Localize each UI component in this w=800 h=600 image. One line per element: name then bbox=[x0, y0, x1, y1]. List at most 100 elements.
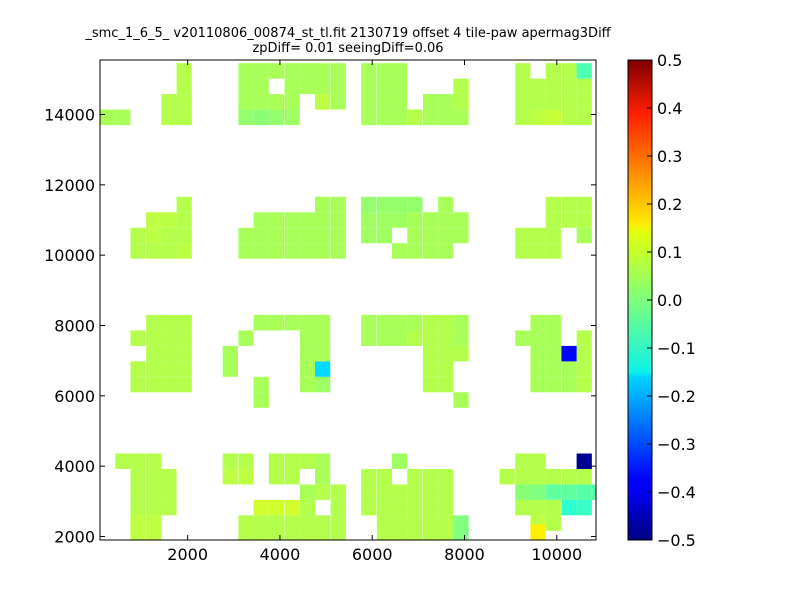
heatmap-cell bbox=[130, 243, 146, 259]
heatmap-cell bbox=[376, 468, 393, 485]
heatmap-cell bbox=[361, 78, 377, 95]
heatmap-cell bbox=[299, 484, 316, 500]
heatmap-cell bbox=[253, 314, 269, 331]
heatmap-cell bbox=[576, 94, 592, 110]
heatmap-cell bbox=[499, 468, 515, 485]
y-tick-label: 6000 bbox=[54, 387, 95, 406]
heatmap-cell bbox=[253, 78, 269, 95]
heatmap-cell bbox=[330, 524, 346, 540]
heatmap-cell bbox=[161, 227, 177, 244]
colorbar-ticks: 0.5 0.4 0.3 0.2 0.1 0.0 −0.1 −0.2 −0.3 −0.4 −0.5 bbox=[647, 51, 696, 550]
heatmap-cell bbox=[315, 63, 331, 79]
heatmap-cell bbox=[422, 468, 439, 485]
heatmap-cell bbox=[515, 227, 531, 244]
heatmap-cell bbox=[299, 212, 316, 228]
heatmap-cell bbox=[530, 94, 546, 110]
heatmap-cell bbox=[392, 63, 408, 79]
heatmap-cell bbox=[561, 468, 577, 485]
colorbar-tick-label: 0.5 bbox=[657, 51, 682, 70]
heatmap-cell bbox=[407, 314, 423, 331]
heatmap-cell bbox=[253, 63, 269, 79]
heatmap-cell bbox=[361, 484, 377, 500]
heatmap-cell bbox=[253, 392, 269, 408]
heatmap-cell bbox=[407, 468, 423, 485]
heatmap-cell bbox=[376, 524, 393, 540]
heatmap-cell bbox=[422, 345, 439, 362]
heatmap-cell bbox=[299, 345, 316, 362]
heatmap-cell bbox=[530, 376, 546, 393]
heatmap-cell bbox=[453, 109, 469, 126]
y-tick-label: 4000 bbox=[54, 457, 95, 476]
heatmap-cell bbox=[268, 63, 285, 79]
heatmap-cell bbox=[253, 524, 269, 540]
heatmap-cell bbox=[392, 524, 408, 540]
heatmap-cell bbox=[530, 109, 546, 126]
heatmap-cell bbox=[222, 453, 238, 469]
heatmap-cell bbox=[392, 243, 408, 259]
heatmap-cell bbox=[146, 499, 162, 516]
plot-frame bbox=[99, 59, 597, 541]
heatmap-cell bbox=[561, 63, 577, 79]
heatmap-cell bbox=[315, 484, 331, 500]
heatmap-cell bbox=[376, 63, 393, 79]
heatmap-cell bbox=[438, 468, 454, 485]
heatmap-cell bbox=[146, 468, 162, 485]
heatmap-cell bbox=[284, 499, 300, 516]
heatmap-cell bbox=[530, 330, 546, 346]
heatmap-cell bbox=[422, 330, 439, 346]
heatmap-cell bbox=[438, 196, 454, 213]
heatmap-cell bbox=[130, 227, 146, 244]
heatmap-cell bbox=[407, 484, 423, 500]
x-tick-label: 2000 bbox=[167, 545, 208, 564]
heatmap-cell bbox=[545, 78, 561, 95]
heatmap-cell bbox=[268, 524, 285, 540]
heatmap-cell bbox=[438, 484, 454, 500]
heatmap-cell bbox=[576, 330, 592, 346]
heatmap-cell bbox=[407, 330, 423, 346]
heatmap-cell bbox=[545, 63, 561, 79]
heatmap-cell bbox=[299, 227, 316, 244]
heatmap-cell bbox=[561, 484, 577, 500]
heatmap-cell bbox=[330, 78, 346, 95]
heatmap-cell bbox=[161, 212, 177, 228]
heatmap-cell bbox=[315, 345, 331, 362]
heatmap-cell bbox=[176, 78, 192, 95]
heatmap-cell bbox=[253, 376, 269, 393]
heatmap-cell bbox=[146, 330, 162, 346]
heatmap-cell bbox=[238, 243, 254, 259]
heatmap-cell bbox=[515, 330, 531, 346]
heatmap-cell bbox=[545, 345, 561, 362]
heatmap-cell bbox=[161, 361, 177, 377]
heatmap-cell bbox=[299, 63, 316, 79]
heatmap-cell bbox=[330, 63, 346, 79]
heatmap-cell bbox=[576, 345, 592, 362]
heatmap-cell bbox=[299, 499, 316, 516]
heatmap-cell bbox=[438, 212, 454, 228]
heatmap-cell bbox=[376, 227, 393, 244]
heatmap-cell bbox=[530, 453, 546, 469]
heatmap-cell bbox=[576, 63, 592, 79]
heatmap-cell bbox=[299, 243, 316, 259]
heatmap-cell bbox=[392, 499, 408, 516]
heatmap-cell bbox=[545, 499, 561, 516]
colorbar-tick-label: 0.4 bbox=[657, 99, 682, 118]
heatmap-cell bbox=[115, 453, 131, 469]
heatmap-cell bbox=[238, 63, 254, 79]
heatmap-cell bbox=[515, 109, 531, 126]
heatmap-cell bbox=[284, 468, 300, 485]
heatmap-cell bbox=[115, 109, 131, 126]
heatmap-cell bbox=[515, 468, 531, 485]
heatmap-cell bbox=[361, 314, 377, 331]
heatmap-cell bbox=[222, 361, 238, 377]
heatmap-cell bbox=[545, 484, 561, 500]
heatmap-cell bbox=[176, 345, 192, 362]
heatmap-cell bbox=[330, 196, 346, 213]
heatmap-cell bbox=[438, 361, 454, 377]
heatmap-cell bbox=[284, 109, 300, 126]
heatmap-cell bbox=[392, 109, 408, 126]
heatmap-cell bbox=[284, 78, 300, 95]
heatmap-cell bbox=[576, 196, 592, 213]
heatmap-cell bbox=[438, 330, 454, 346]
heatmap-cell bbox=[315, 94, 331, 110]
